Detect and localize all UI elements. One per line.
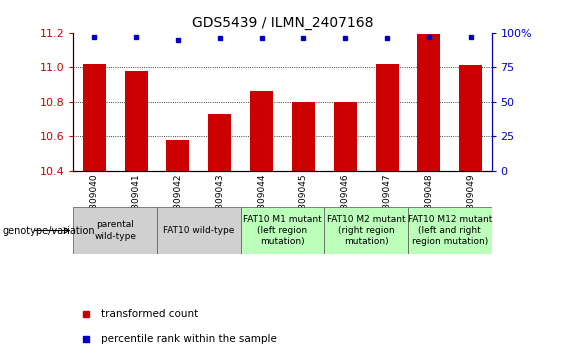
Bar [83, 64, 106, 171]
Bar [73, 207, 157, 254]
Bar [334, 102, 357, 171]
Text: genotype/variation: genotype/variation [3, 225, 95, 236]
Text: FAT10 M1 mutant
(left region
mutation): FAT10 M1 mutant (left region mutation) [243, 215, 322, 246]
Text: FAT10 wild-type: FAT10 wild-type [163, 226, 234, 235]
Bar [418, 34, 440, 171]
Bar [167, 139, 189, 171]
Text: FAT10 M2 mutant
(right region
mutation): FAT10 M2 mutant (right region mutation) [327, 215, 406, 246]
Bar [157, 207, 241, 254]
Bar [408, 207, 492, 254]
Text: FAT10 M12 mutant
(left and right
region mutation): FAT10 M12 mutant (left and right region … [407, 215, 492, 246]
Bar [125, 70, 147, 171]
Bar [459, 65, 482, 171]
Bar [241, 207, 324, 254]
Bar [376, 64, 398, 171]
Bar [292, 102, 315, 171]
Text: percentile rank within the sample: percentile rank within the sample [101, 334, 276, 344]
Bar [208, 114, 231, 171]
Text: transformed count: transformed count [101, 309, 198, 319]
Bar [324, 207, 408, 254]
Text: parental
wild-type: parental wild-type [94, 220, 136, 241]
Bar [250, 91, 273, 171]
Title: GDS5439 / ILMN_2407168: GDS5439 / ILMN_2407168 [192, 16, 373, 30]
